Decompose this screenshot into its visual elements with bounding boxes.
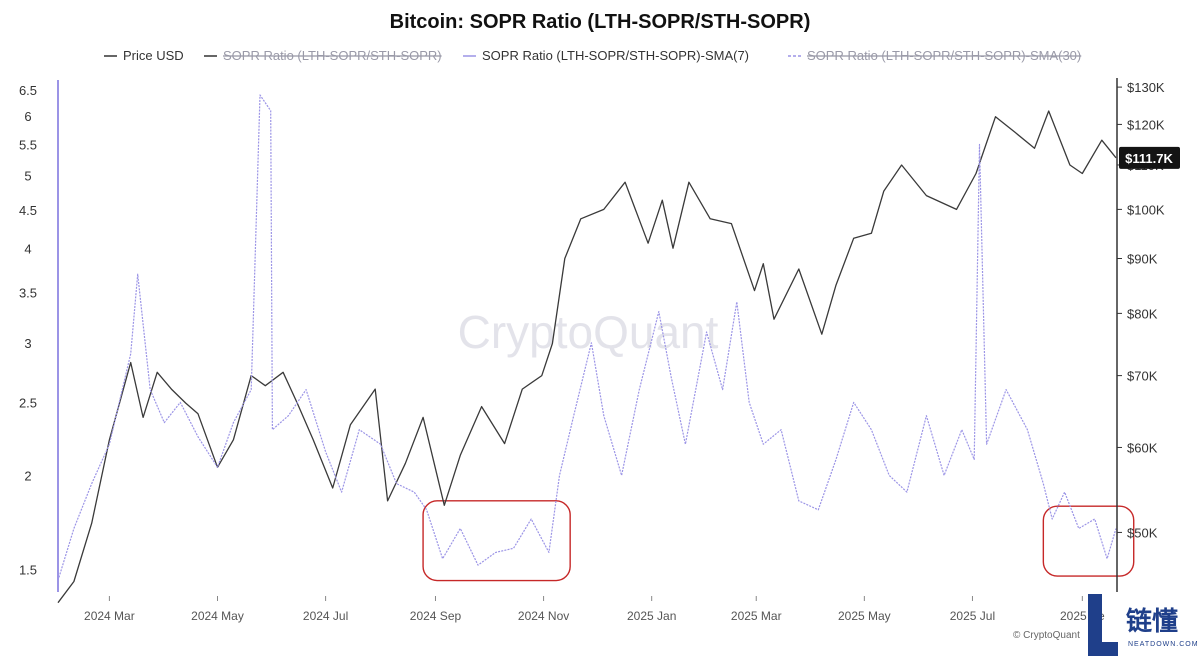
legend-label: SOPR Ratio (LTH-SOPR/STH-SOPR)-SMA(30) bbox=[807, 48, 1081, 63]
source-label: © CryptoQuant bbox=[1013, 630, 1080, 641]
last-price-badge: $111.7K bbox=[1119, 146, 1180, 169]
y-left-axis: 6.5 6 5.5 5 4.5 4 3.5 3 2.5 2 1.5 bbox=[19, 83, 37, 578]
y-left-tick-label: 6 bbox=[24, 109, 31, 124]
legend-item-3[interactable]: SOPR Ratio (LTH-SOPR/STH-SOPR)-SMA(7) bbox=[463, 48, 749, 63]
y-left-tick-label: 3 bbox=[24, 336, 31, 351]
sopr-sma7-line bbox=[57, 94, 1117, 581]
y-right-tick-label: $90K bbox=[1127, 251, 1158, 266]
legend-item-1[interactable]: Price USD bbox=[104, 48, 184, 63]
site-logo: 链懂 NEATDOWN.COM bbox=[1088, 594, 1199, 656]
legend-label: Price USD bbox=[123, 48, 184, 63]
legend: Price USD SOPR Ratio (LTH-SOPR/STH-SOPR) S… bbox=[104, 48, 1081, 63]
y-left-tick-label: 4.5 bbox=[19, 203, 37, 218]
y-left-tick-label: 1.5 bbox=[19, 562, 37, 577]
x-tick-label: 2024 Sep bbox=[410, 609, 462, 623]
x-tick-label: 2025 Jul bbox=[950, 609, 995, 623]
x-tick-label: 2025 Mar bbox=[731, 609, 782, 623]
y-right-tick-label: $130K bbox=[1127, 80, 1165, 95]
legend-item-4[interactable]: SOPR Ratio (LTH-SOPR/STH-SOPR)-SMA(30) bbox=[788, 48, 1081, 63]
last-price-label: $111.7K bbox=[1125, 151, 1173, 166]
y-right-tick-label: $80K bbox=[1127, 306, 1158, 321]
y-right-tick-label: $100K bbox=[1127, 202, 1165, 217]
series-layer bbox=[57, 94, 1117, 604]
logo-subtext: NEATDOWN.COM bbox=[1128, 641, 1199, 648]
y-right-tick-label: $120K bbox=[1127, 117, 1165, 132]
y-left-tick-label: 5.5 bbox=[19, 138, 37, 153]
y-left-tick-label: 2 bbox=[24, 468, 31, 483]
x-tick-label: 2025 May bbox=[838, 609, 891, 623]
y-right-axis: $130K$120K$110K$100K$90K$80K$70K$60K$50K bbox=[1117, 80, 1165, 540]
y-right-tick-label: $50K bbox=[1127, 525, 1158, 540]
y-left-tick-label: 3.5 bbox=[19, 285, 37, 300]
legend-label: SOPR Ratio (LTH-SOPR/STH-SOPR)-SMA(7) bbox=[482, 48, 749, 63]
y-right-tick-label: $70K bbox=[1127, 369, 1158, 384]
highlight-box-2 bbox=[1042, 505, 1135, 577]
y-left-tick-label: 6.5 bbox=[19, 83, 37, 98]
watermark: CryptoQuant bbox=[458, 306, 719, 358]
y-right-tick-label: $60K bbox=[1127, 440, 1158, 455]
x-tick-label: 2025 Jan bbox=[627, 609, 676, 623]
legend-label: SOPR Ratio (LTH-SOPR/STH-SOPR) bbox=[223, 48, 442, 63]
x-tick-label: 2024 Mar bbox=[84, 609, 135, 623]
chart-title: Bitcoin: SOPR Ratio (LTH-SOPR/STH-SOPR) bbox=[390, 11, 811, 33]
y-left-tick-label: 5 bbox=[24, 169, 31, 184]
logo-bar-horizontal bbox=[1088, 642, 1118, 656]
logo-bar-vertical bbox=[1088, 594, 1102, 656]
x-tick-label: 2024 May bbox=[191, 609, 244, 623]
annotations bbox=[422, 500, 1135, 582]
logo-text: 链懂 bbox=[1126, 606, 1178, 637]
y-left-tick-label: 4 bbox=[24, 242, 31, 257]
legend-item-2[interactable]: SOPR Ratio (LTH-SOPR/STH-SOPR) bbox=[204, 48, 442, 63]
y-left-tick-label: 2.5 bbox=[19, 395, 37, 410]
highlight-box-1 bbox=[422, 500, 571, 582]
x-tick-label: 2024 Nov bbox=[518, 609, 569, 623]
x-tick-label: 2024 Jul bbox=[303, 609, 348, 623]
